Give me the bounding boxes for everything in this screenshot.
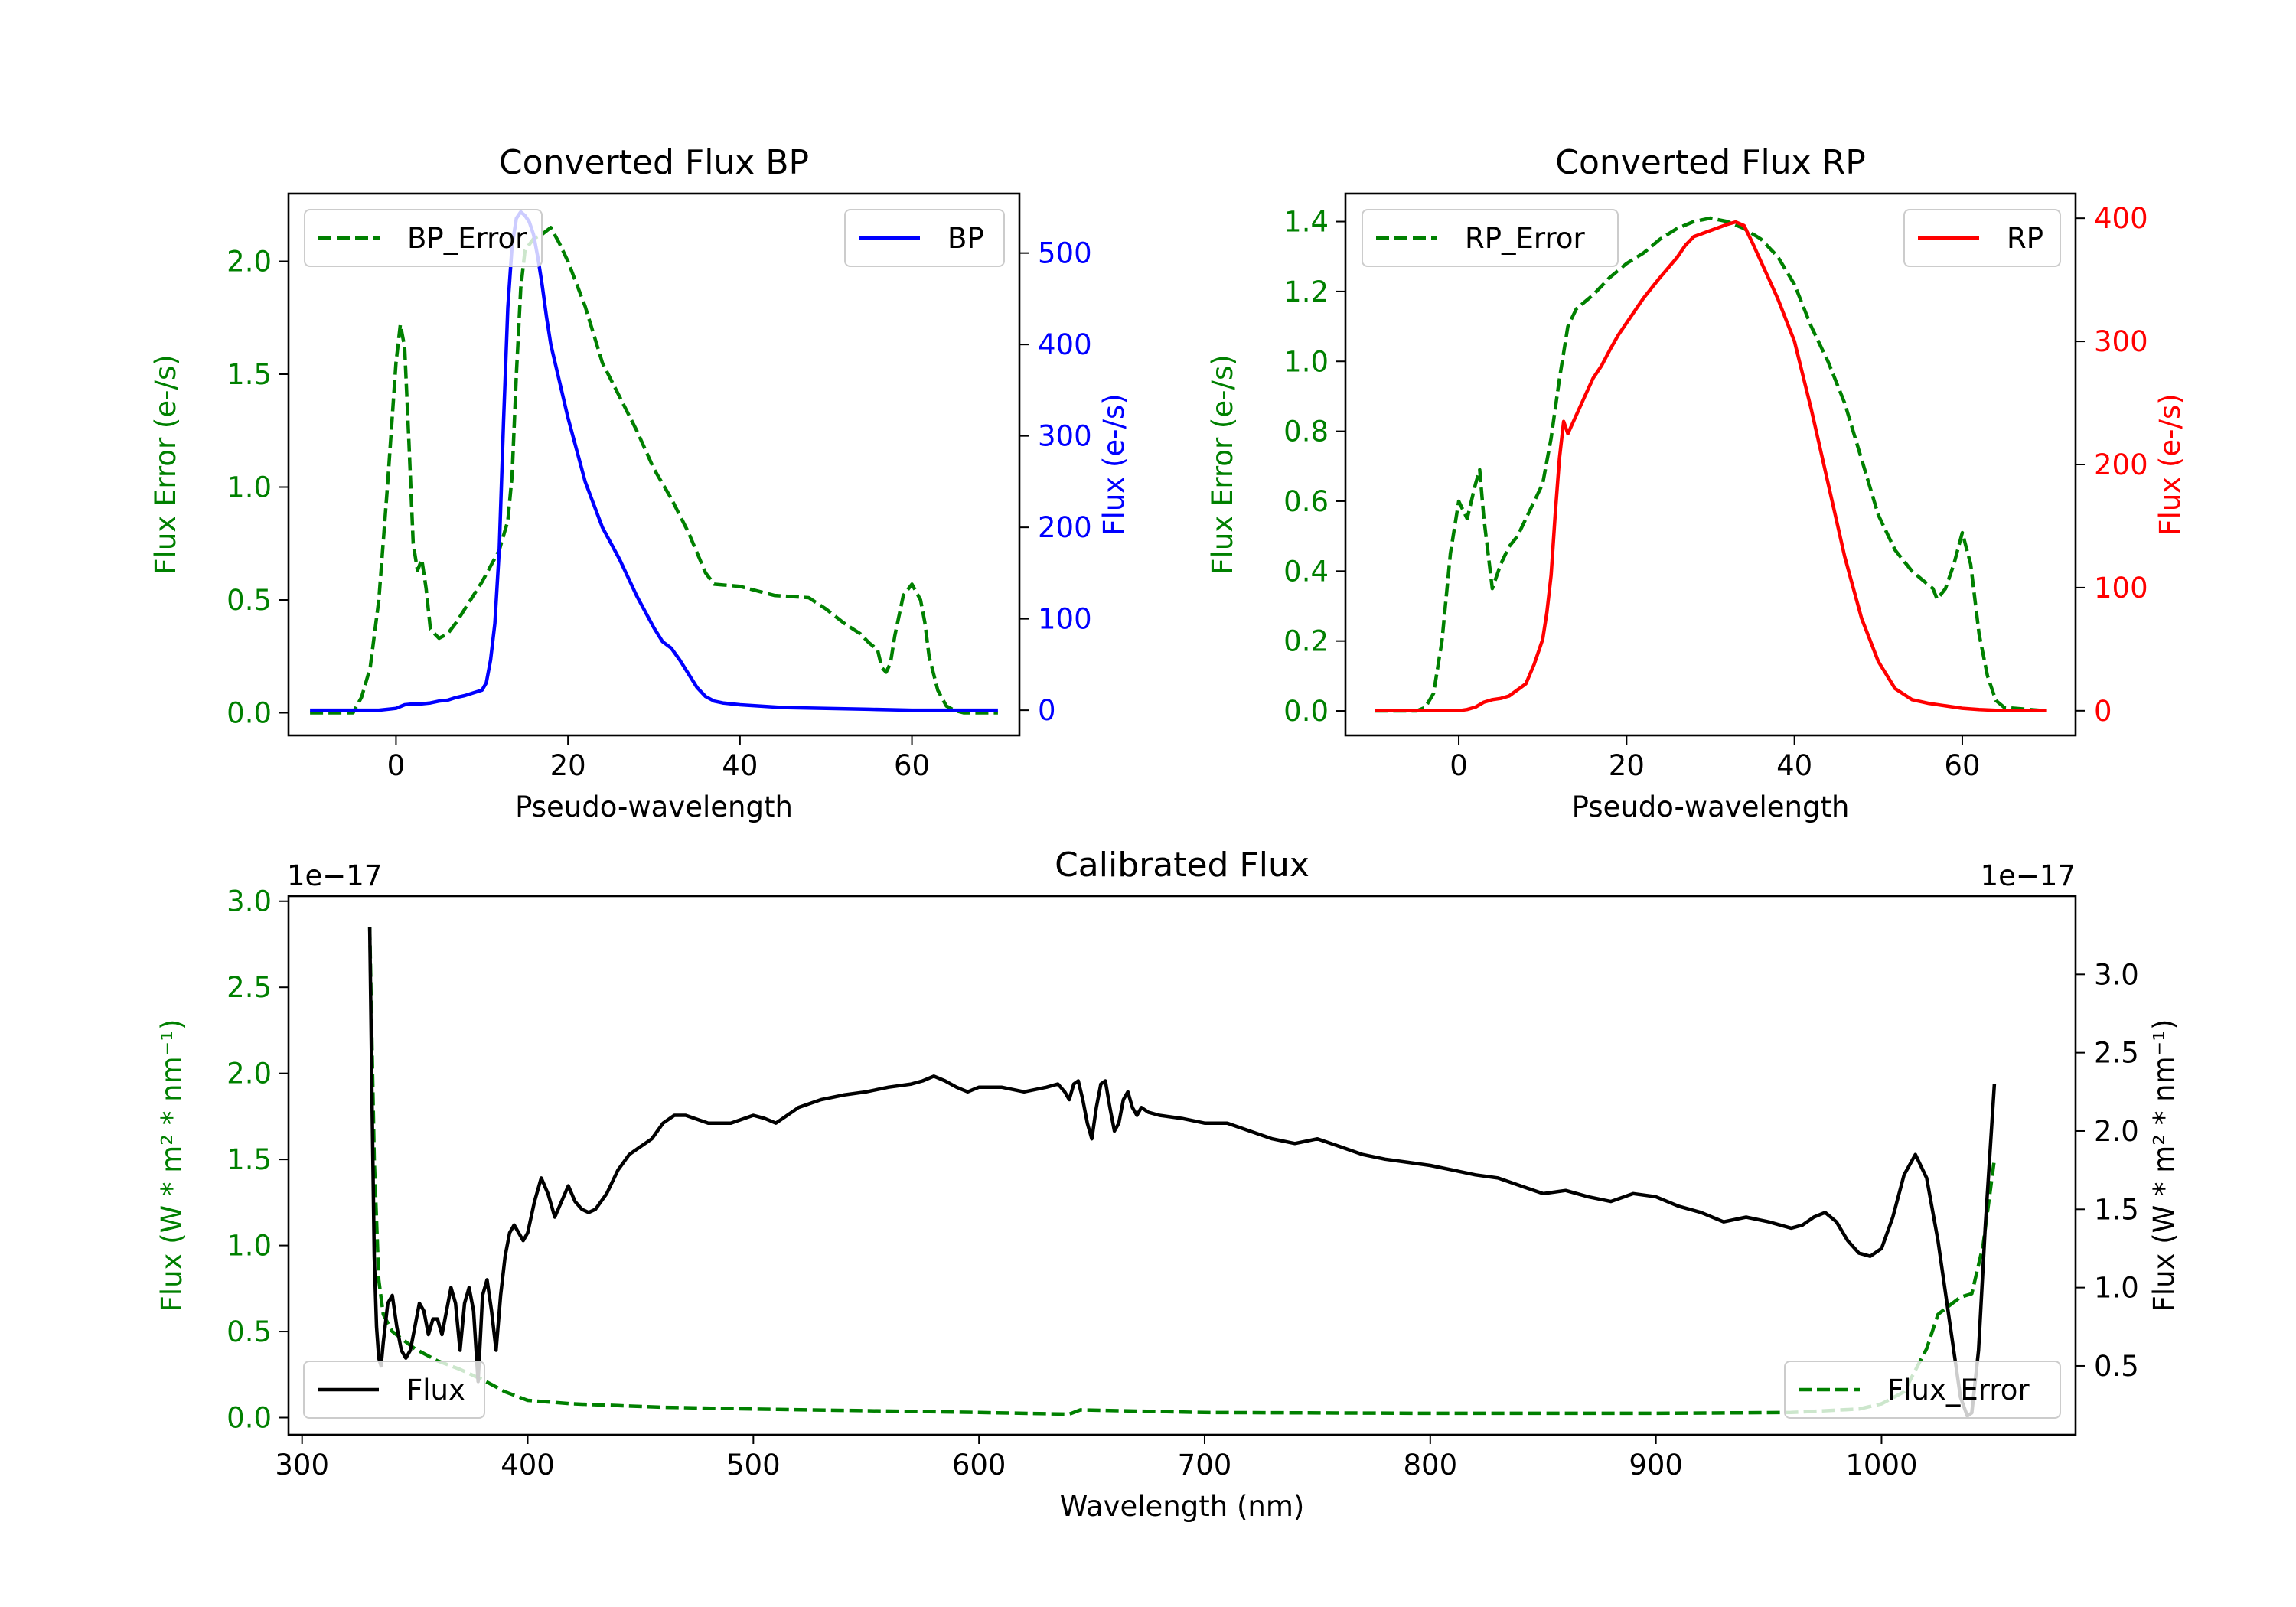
x-tick-label: 1000: [1845, 1449, 1917, 1482]
chart-1: 0 20 40 60 0.0 0.5 1.0 1.5 2.0 0 100 200 300 400 500 Co…: [149, 143, 1130, 823]
y-left-tick-label: 1.0: [1283, 345, 1329, 378]
legend-rp-error: RP_Error: [1362, 209, 1619, 267]
x-tick-label: 60: [1944, 749, 1980, 782]
y-left-tick-label: 1.2: [1283, 275, 1329, 308]
y-right-axis-label: Flux (W * m² * nm⁻¹): [2148, 1019, 2180, 1312]
y-left-axis-label: Flux Error (e-/s): [1206, 354, 1239, 574]
x-tick-label: 800: [1403, 1449, 1457, 1482]
y-right-tick-label: 100: [2094, 572, 2148, 605]
y-right-offset-label: 1e−17: [1981, 859, 2076, 892]
x-tick-label: 40: [722, 749, 758, 782]
x-tick-label: 20: [1609, 749, 1645, 782]
y-right-tick-label: 1.5: [2094, 1193, 2139, 1226]
y-left-tick-label: 1.0: [227, 1230, 272, 1263]
y-right-tick-label: 0: [1038, 694, 1056, 727]
y-left-axis-label: Flux Error (e-/s): [149, 354, 182, 574]
y-left-tick-label: 2.0: [227, 246, 272, 279]
legend-label: RP: [2007, 222, 2043, 255]
y-right-tick-label: 200: [1038, 511, 1092, 544]
legend-box: [1362, 209, 1619, 267]
x-tick-label: 400: [501, 1449, 555, 1482]
x-tick-label: 300: [275, 1449, 329, 1482]
y-left-tick-label: 0.0: [227, 1402, 272, 1435]
legend-label: BP_Error: [407, 222, 527, 255]
y-right-tick-label: 300: [1038, 420, 1092, 453]
y-left-tick-label: 0.5: [227, 1315, 272, 1348]
legend-bp: BP: [844, 209, 1005, 267]
y-left-tick-label: 2.5: [227, 971, 272, 1004]
x-tick-label: 0: [387, 749, 406, 782]
y-left-tick-label: 0.5: [227, 584, 272, 617]
axes-frame: [287, 895, 2077, 1436]
y-left-tick-label: 0.4: [1283, 555, 1329, 588]
y-left-offset-label: 1e−17: [287, 859, 382, 892]
x-tick-label: 40: [1776, 749, 1812, 782]
chart-title: Converted Flux BP: [499, 143, 809, 182]
y-right-tick-label: 0: [2094, 695, 2112, 728]
y-right-tick-label: 300: [2094, 325, 2148, 358]
legend-box: [1903, 209, 2061, 267]
y-left-tick-label: 1.5: [227, 1143, 272, 1176]
y-left-tick-label: 0.6: [1283, 485, 1329, 518]
y-right-tick-label: 1.0: [2094, 1272, 2139, 1305]
legend-label: Flux: [406, 1374, 465, 1407]
y-left-tick-label: 1.4: [1283, 206, 1329, 239]
legend-label: RP_Error: [1465, 222, 1585, 255]
series-line-bp-error: [310, 226, 998, 715]
y-right-tick-label: 2.0: [2094, 1115, 2139, 1148]
x-tick-label: 60: [894, 749, 930, 782]
series-line-rp-error: [1375, 216, 2047, 713]
x-axis-label: Pseudo-wavelength: [515, 790, 793, 823]
y-left-tick-label: 1.5: [227, 358, 272, 391]
chart-title: Calibrated Flux: [1055, 846, 1309, 885]
x-axis-label: Wavelength (nm): [1060, 1490, 1305, 1523]
y-left-tick-label: 0.0: [1283, 695, 1329, 728]
x-axis-label: Pseudo-wavelength: [1572, 790, 1850, 823]
x-tick-label: 0: [1450, 749, 1468, 782]
y-right-tick-label: 400: [1038, 328, 1092, 361]
y-left-tick-label: 0.2: [1283, 625, 1329, 658]
legend-box: [303, 1361, 485, 1419]
x-tick-label: 600: [952, 1449, 1006, 1482]
legend-label: Flux_Error: [1887, 1374, 2030, 1407]
x-tick-label: 500: [726, 1449, 781, 1482]
chart-3: 300 400 500 600 700 800 900 1000 0.0 0.5 1.0 1.5 2.0…: [155, 846, 2180, 1523]
y-right-tick-label: 100: [1038, 603, 1092, 636]
x-tick-label: 20: [550, 749, 586, 782]
y-right-axis-label: Flux (e-/s): [2154, 393, 2187, 535]
y-right-tick-label: 400: [2094, 202, 2148, 235]
series-line-rp: [1375, 220, 2047, 713]
legend-label: BP: [947, 222, 984, 255]
y-left-tick-label: 3.0: [227, 885, 272, 918]
legend-box: [844, 209, 1005, 267]
axes-frame: [1344, 192, 2077, 737]
series-line-flux-error: [367, 927, 1997, 1416]
legend-box: [1784, 1361, 2061, 1419]
y-right-tick-label: 2.5: [2094, 1037, 2139, 1070]
legend-flux-error: Flux_Error: [1784, 1361, 2061, 1419]
y-right-tick-label: 200: [2094, 448, 2148, 481]
y-right-axis-label: Flux (e-/s): [1097, 393, 1130, 535]
y-right-tick-label: 500: [1038, 237, 1092, 270]
y-right-tick-label: 3.0: [2094, 958, 2139, 991]
chart-2: 0 20 40 60 0.0 0.2 0.4 0.6 0.8 1.0 1.2 1.4 0 100 200 30…: [1206, 143, 2187, 823]
y-right-tick-label: 0.5: [2094, 1350, 2139, 1383]
y-left-tick-label: 2.0: [227, 1058, 272, 1090]
legend-rp: RP: [1903, 209, 2061, 267]
x-tick-label: 700: [1178, 1449, 1232, 1482]
y-left-tick-label: 1.0: [227, 471, 272, 504]
x-tick-label: 900: [1629, 1449, 1683, 1482]
legend-bp-error: BP_Error: [304, 209, 543, 267]
y-left-tick-label: 0.0: [227, 697, 272, 730]
series-line-flux: [367, 927, 1997, 1418]
chart-title: Converted Flux RP: [1555, 143, 1866, 182]
y-left-tick-label: 0.8: [1283, 416, 1329, 448]
axes-frame: [287, 192, 1021, 737]
legend-flux: Flux: [303, 1361, 485, 1419]
legend-box: [304, 209, 543, 267]
y-left-axis-label: Flux (W * m² * nm⁻¹): [155, 1019, 188, 1312]
